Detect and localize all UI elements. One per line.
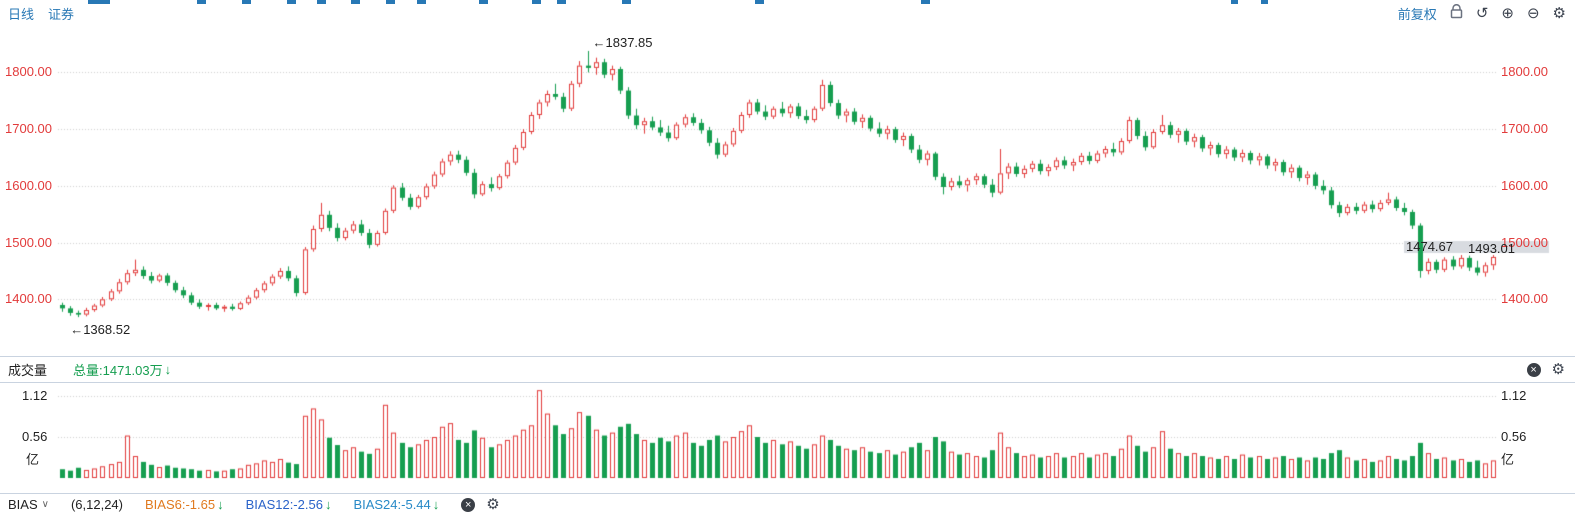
price-axis-label-left: 1400.00 — [5, 291, 52, 307]
tab-remnant[interactable] — [351, 0, 360, 4]
price-axis-label-right: 1400.00 — [1501, 291, 1548, 307]
price-axis-label-left: 1500.00 — [5, 234, 52, 250]
last-price-annotation: 1474.67 — [1406, 238, 1453, 254]
close-panel-icon[interactable]: × — [461, 497, 476, 512]
tab-remnant[interactable] — [417, 0, 426, 4]
bias24-value: BIAS24:-5.44 ↓ — [353, 497, 439, 512]
tab-remnant[interactable] — [479, 0, 488, 4]
tab-remnant[interactable] — [88, 0, 110, 4]
tab-remnant[interactable] — [317, 0, 326, 4]
settings-icon[interactable]: ⚙ — [1551, 361, 1565, 378]
tab-remnant[interactable] — [921, 0, 930, 4]
tab-remnant[interactable] — [287, 0, 296, 4]
axis-highlight-label: 1493.01 — [1468, 240, 1515, 256]
down-arrow-icon: ↓ — [217, 497, 224, 512]
chevron-down-icon[interactable]: ∨ — [41, 499, 49, 510]
indicator-params: (6,12,24) — [70, 497, 123, 512]
volume-total-label: 总量:1471.03万 — [73, 363, 163, 378]
price-axis-label-left: 1700.00 — [5, 121, 52, 137]
volume-axis-label-right: 1.12 — [1501, 388, 1527, 404]
bias-indicator-bar: BIAS ∨ (6,12,24) BIAS6:-1.65 ↓ BIAS12:-2… — [0, 493, 1575, 515]
tab-remnant[interactable] — [1261, 0, 1268, 4]
settings-icon[interactable]: ⚙ — [1552, 4, 1566, 22]
zoom-in-icon[interactable]: ⊕ — [1501, 4, 1514, 22]
bias6-label: BIAS6:-1.65 — [145, 497, 216, 512]
indicator-selector[interactable]: BIAS — [8, 497, 38, 512]
lock-icon[interactable] — [1450, 3, 1463, 22]
volume-unit-label-left: 亿 — [26, 452, 40, 467]
tab-remnant[interactable] — [532, 0, 541, 4]
adjust-mode-button[interactable]: 前复权 — [1397, 6, 1437, 22]
down-arrow-icon: ↓ — [432, 497, 440, 512]
bias12-label: BIAS12:-2.56 — [245, 497, 323, 512]
price-axis-label-right: 1800.00 — [1501, 64, 1548, 80]
price-axis-label-right: 1500.00 — [1501, 234, 1548, 250]
toolbar-left: 日线 证券 — [0, 4, 74, 23]
down-arrow-icon: ↓ — [164, 362, 172, 377]
tab-remnant[interactable] — [197, 0, 206, 4]
volume-axis-label-left: 1.12 — [22, 388, 48, 404]
high-price-annotation: ←1837.85 — [592, 34, 653, 50]
tab-remnant[interactable] — [755, 0, 764, 4]
price-axis-label-left: 1600.00 — [5, 177, 52, 193]
bias-header-actions: × ⚙ — [461, 497, 509, 512]
period-selector[interactable]: 日线 — [8, 6, 35, 22]
tab-remnant[interactable] — [386, 0, 395, 4]
bias6-value: BIAS6:-1.65 ↓ — [145, 497, 224, 512]
low-price-annotation: ←1368.52 — [70, 322, 131, 338]
bias12-value: BIAS12:-2.56 ↓ — [246, 497, 332, 512]
down-arrow-icon: ↓ — [324, 497, 332, 512]
volume-panel-header: 成交量 总量:1471.03万 ↓ × ⚙ — [0, 356, 1575, 383]
tab-remnant[interactable] — [242, 0, 251, 4]
volume-axis-label-left: 0.56 — [22, 429, 48, 444]
volume-header-actions: × ⚙ — [1526, 361, 1575, 378]
toolbar-right: 前复权 ↺ ⊕ ⊖ ⚙ — [1397, 3, 1575, 23]
bias24-label: BIAS24:-5.44 — [353, 497, 431, 512]
tab-securities[interactable]: 证券 — [48, 6, 75, 22]
top-toolbar: 日线 证券 前复权 ↺ ⊕ ⊖ ⚙ — [0, 0, 1575, 26]
volume-title: 成交量 — [8, 363, 48, 378]
price-axis-label-right: 1700.00 — [1501, 121, 1548, 137]
tab-remnant[interactable] — [622, 0, 631, 4]
zoom-out-icon[interactable]: ⊖ — [1526, 4, 1540, 22]
volume-unit-label-right: 亿 — [1501, 452, 1515, 467]
settings-icon[interactable]: ⚙ — [486, 496, 500, 513]
undo-icon[interactable]: ↺ — [1475, 4, 1489, 22]
tab-remnant[interactable] — [1231, 0, 1238, 4]
volume-axis-label-right: 0.56 — [1501, 429, 1527, 444]
tab-remnant[interactable] — [557, 0, 566, 4]
close-panel-icon[interactable]: × — [1526, 362, 1541, 377]
price-axis-label-left: 1800.00 — [5, 64, 52, 80]
price-axis-label-right: 1600.00 — [1501, 177, 1548, 193]
